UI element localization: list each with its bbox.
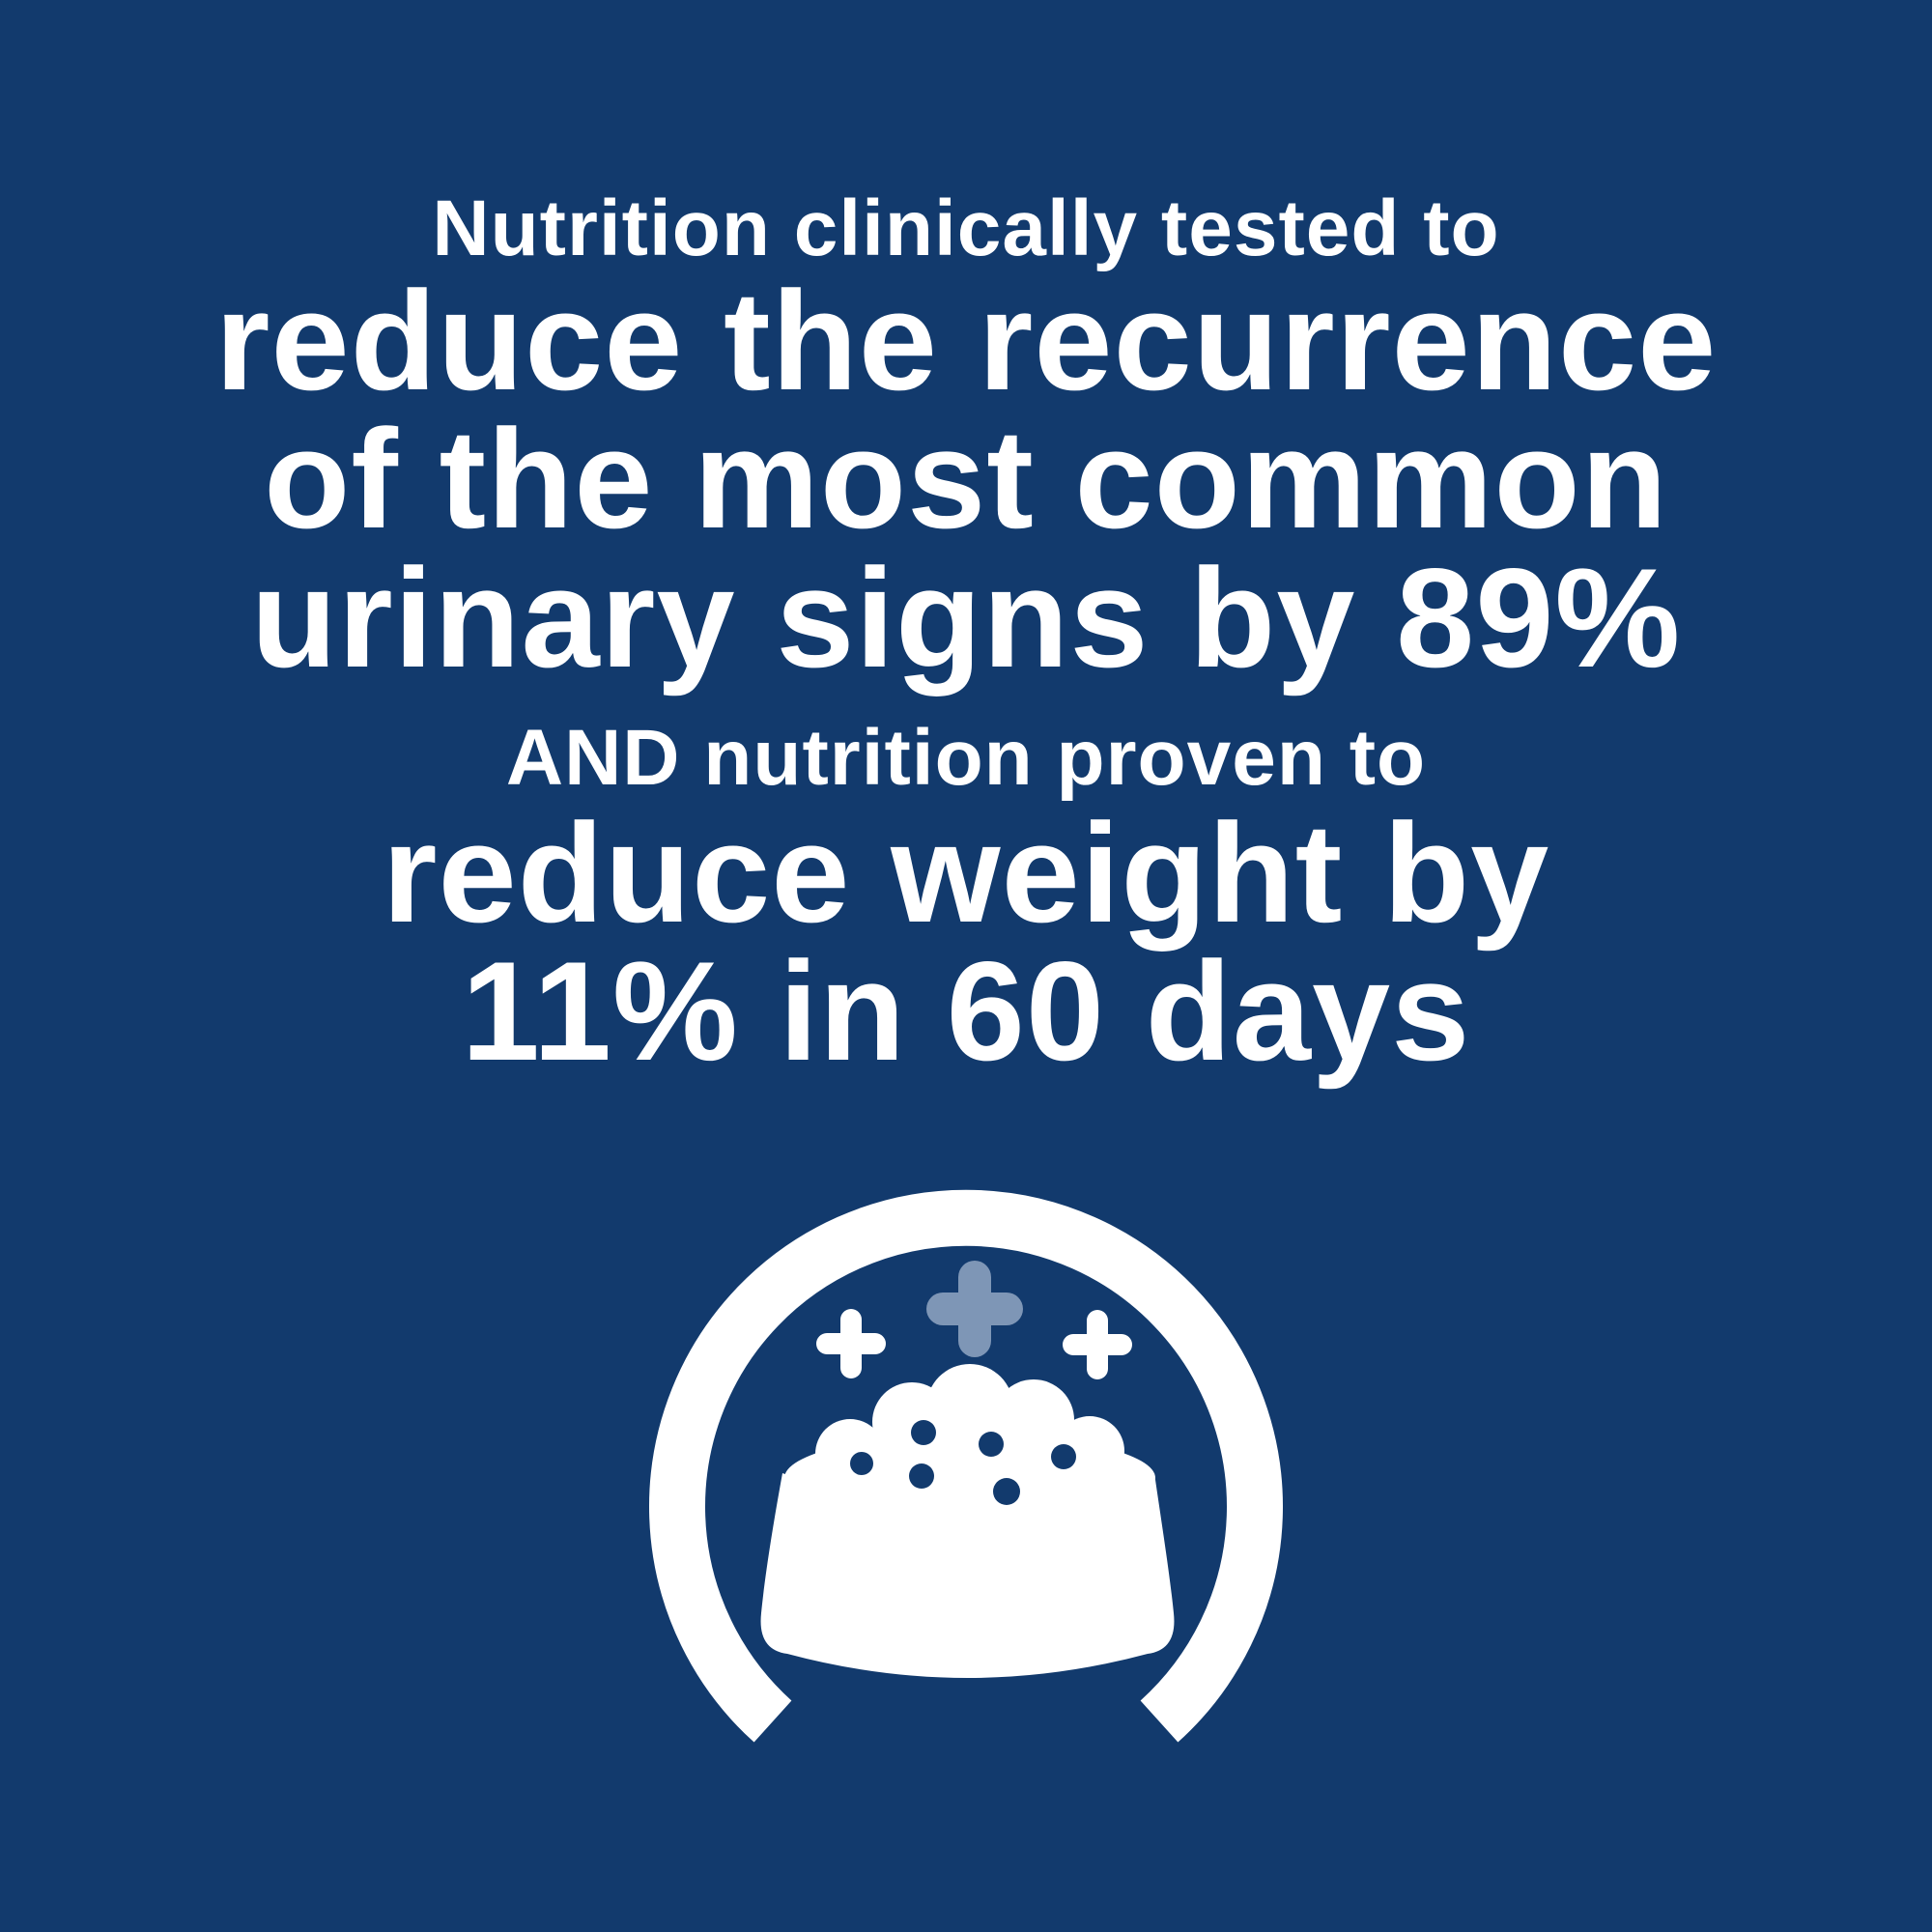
kibble-dot <box>909 1463 934 1489</box>
open-circle-ring <box>649 1189 1283 1743</box>
kibble-dot <box>1051 1444 1076 1469</box>
claim-line-big-5: 11% in 60 days <box>461 932 1471 1090</box>
kibble-dot <box>850 1452 873 1475</box>
claim-line-big-4: reduce weight by <box>382 794 1550 952</box>
small-plus-left-icon <box>816 1309 886 1378</box>
food-bowl-with-sparkles-icon <box>628 1159 1304 1893</box>
claim-line-big-2: of the most common <box>264 400 1668 557</box>
claim-line-connector: AND nutrition proven to <box>505 714 1427 802</box>
claim-line-big-3: urinary signs by 89% <box>250 539 1682 696</box>
claim-line-big-1: reduce the recurrence <box>214 262 1718 419</box>
kibble-dots <box>850 1420 1076 1505</box>
large-accent-plus-icon <box>926 1261 1023 1357</box>
kibble-dot <box>911 1420 936 1445</box>
kibble-dot <box>979 1432 1004 1457</box>
claim-line-intro: Nutrition clinically tested to <box>432 185 1500 272</box>
pet-food-bowl <box>760 1473 1175 1678</box>
kibble-dot <box>993 1478 1020 1505</box>
small-plus-right-icon <box>1063 1310 1132 1379</box>
food-bowl-icon-svg <box>649 1189 1283 1743</box>
